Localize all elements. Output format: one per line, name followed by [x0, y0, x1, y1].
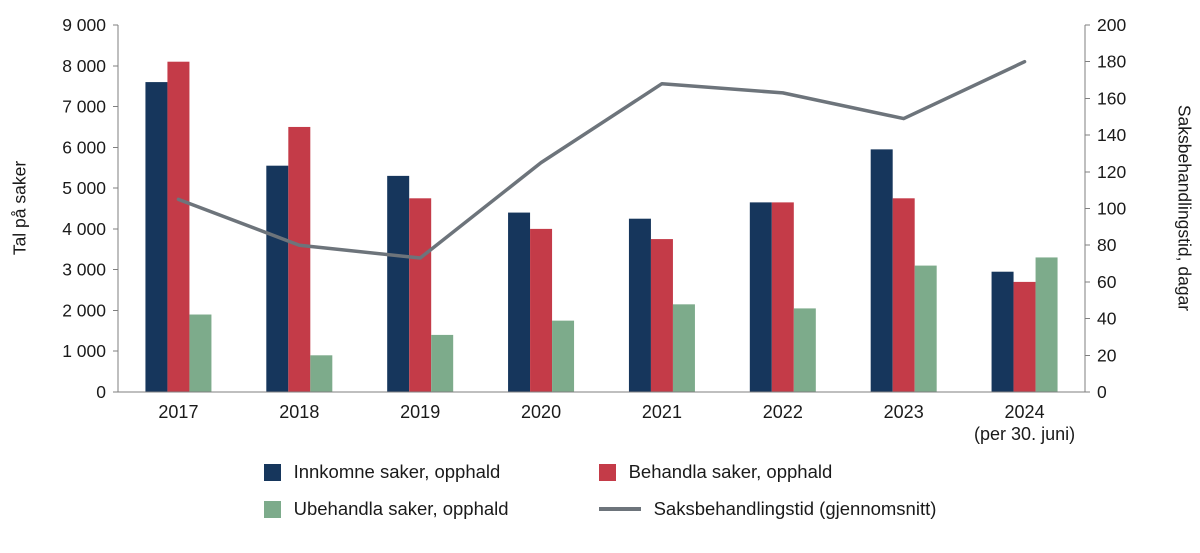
bar: [749, 202, 772, 392]
legend-item-behandla: Behandla saker, opphald: [598, 461, 937, 483]
category-label: 2021: [642, 402, 682, 422]
bar: [189, 314, 212, 392]
bar: [991, 271, 1014, 392]
left-tick-label: 6 000: [62, 137, 106, 157]
chart-plot: 0 1 000 2 000 3 000 4 000 5 000 6 000 7 000 8 00…: [62, 15, 1126, 444]
right-axis-title: Saksbehandlingstid, dagar: [1174, 104, 1195, 312]
legend-swatch-line: [598, 507, 641, 511]
right-tick-label: 100: [1097, 199, 1126, 219]
legend-label-ubehandla: Ubehandla saker, opphald: [293, 498, 509, 519]
bar: [431, 334, 454, 392]
bar: [628, 218, 651, 392]
right-tick-label: 180: [1097, 52, 1126, 72]
bar: [892, 198, 915, 392]
left-axis-title: Tal på saker: [9, 160, 30, 256]
bar: [552, 320, 575, 392]
category-label: 2024: [1005, 402, 1045, 422]
right-tick-label: 140: [1097, 125, 1126, 145]
bar: [310, 355, 333, 392]
legend-label-behandla: Behandla saker, opphald: [628, 461, 833, 482]
legend-swatch-behandla: [598, 463, 616, 481]
legend-label-saksbehandlingstid: Saksbehandlingstid (gjennomsnitt): [653, 498, 937, 519]
right-tick-label: 40: [1097, 309, 1117, 329]
category-sublabel: (per 30. juni): [974, 424, 1075, 444]
bar: [508, 212, 531, 392]
category-label: 2023: [884, 402, 924, 422]
legend-item-ubehandla: Ubehandla saker, opphald: [263, 498, 599, 520]
trend-line-saksbehandlingstid: [176, 59, 1027, 260]
left-tick-label: 9 000: [62, 15, 106, 35]
bar: [167, 61, 190, 392]
legend: Innkomne saker, opphald Behandla saker, …: [263, 461, 937, 520]
bar: [145, 82, 168, 392]
left-tick-label: 1 000: [62, 341, 106, 361]
bar: [914, 265, 937, 392]
right-tick-label: 60: [1097, 272, 1117, 292]
category-label: 2017: [158, 402, 198, 422]
right-tick-label: 20: [1097, 345, 1117, 365]
bar: [266, 165, 289, 392]
legend-label-innkomne: Innkomne saker, opphald: [293, 461, 501, 482]
category-label: 2020: [521, 402, 561, 422]
category-label: 2022: [763, 402, 803, 422]
left-tick-label: 7 000: [62, 97, 106, 117]
bar: [771, 202, 794, 392]
right-tick-label: 120: [1097, 162, 1126, 182]
legend-swatch-ubehandla: [263, 500, 281, 518]
left-tick-label: 0: [96, 382, 106, 402]
right-tick-label: 200: [1097, 15, 1126, 35]
bar: [288, 126, 311, 392]
left-tick-label: 4 000: [62, 219, 106, 239]
bar: [650, 239, 673, 392]
bar: [1035, 257, 1058, 392]
legend-swatch-innkomne: [263, 463, 281, 481]
right-tick-label: 80: [1097, 235, 1117, 255]
left-tick-label: 2 000: [62, 300, 106, 320]
right-tick-label: 160: [1097, 88, 1126, 108]
bar: [409, 198, 432, 392]
bar: [793, 308, 816, 392]
bar: [387, 175, 410, 392]
bar: [1013, 281, 1036, 392]
right-tick-label: 0: [1097, 382, 1107, 402]
category-label: 2018: [279, 402, 319, 422]
legend-item-saksbehandlingstid: Saksbehandlingstid (gjennomsnitt): [598, 498, 937, 520]
bar: [870, 149, 893, 392]
left-tick-label: 5 000: [62, 178, 106, 198]
left-tick-label: 8 000: [62, 56, 106, 76]
category-label: 2019: [400, 402, 440, 422]
bar: [672, 304, 695, 392]
left-tick-label: 3 000: [62, 260, 106, 280]
legend-item-innkomne: Innkomne saker, opphald: [263, 461, 599, 483]
bar: [530, 228, 553, 392]
